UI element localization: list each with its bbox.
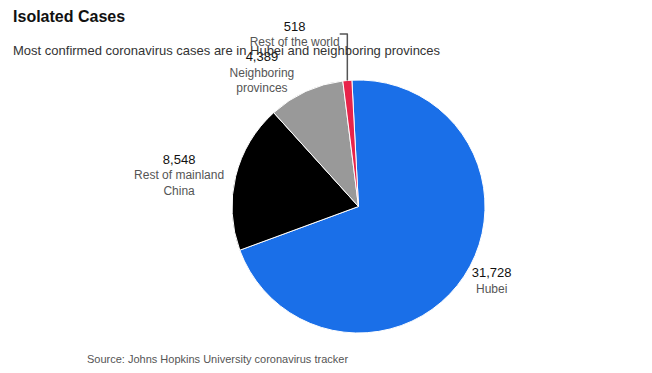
svg-text:31,728Hubei: 31,728Hubei [472, 265, 512, 296]
svg-text:8,548Rest of mainlandChina: 8,548Rest of mainlandChina [134, 152, 224, 198]
svg-text:Isolated Cases: Isolated Cases [13, 8, 125, 25]
svg-text:Most confirmed coronavirus cas: Most confirmed coronavirus cases are in … [13, 43, 441, 58]
svg-text:518Rest of the world: 518Rest of the world [250, 19, 340, 50]
svg-text:4,389Neighboringprovinces: 4,389Neighboringprovinces [230, 49, 295, 95]
svg-text:Source: Johns Hopkins Universi: Source: Johns Hopkins University coronav… [87, 353, 348, 365]
